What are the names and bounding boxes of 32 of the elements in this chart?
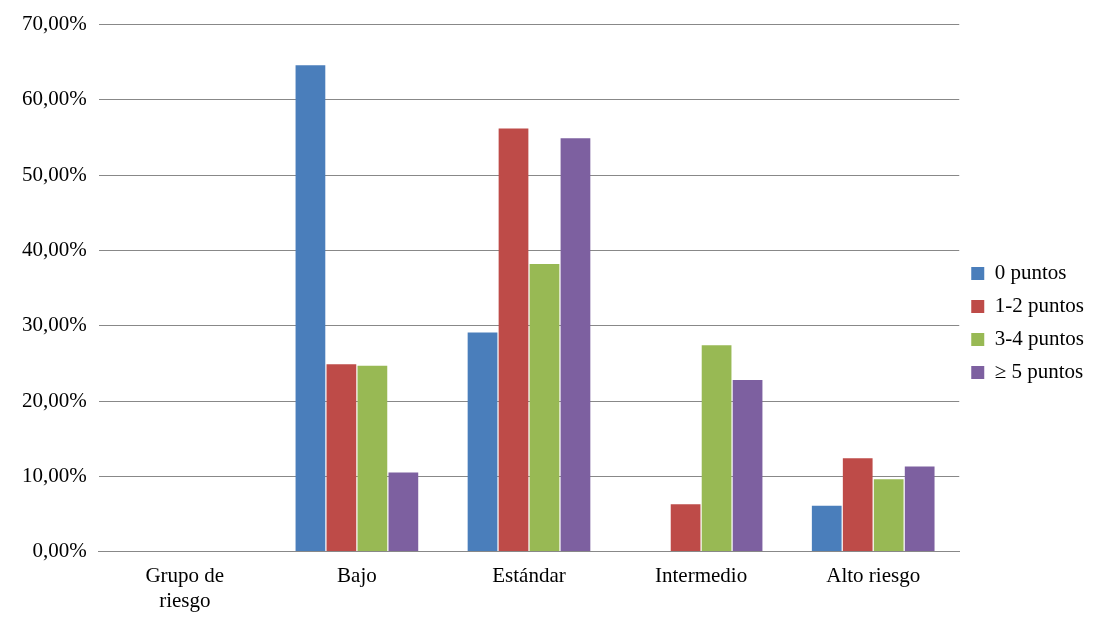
bar (498, 128, 529, 552)
x-tick-label: Bajo (337, 562, 377, 587)
bar (357, 365, 388, 552)
legend-label: 3-4 puntos (994, 326, 1084, 351)
bar (529, 264, 560, 552)
bar (904, 466, 935, 552)
x-tick-label: Alto riesgo (826, 562, 921, 587)
legend-label: ≥ 5 puntos (994, 359, 1084, 384)
y-tick-label: 70,00% (21, 11, 87, 36)
bar (811, 505, 842, 552)
y-tick-label: 40,00% (21, 236, 87, 261)
bar (326, 364, 357, 552)
bar (701, 345, 732, 552)
bar (842, 458, 873, 552)
y-tick-label: 50,00% (21, 161, 87, 186)
legend-label: 1-2 puntos (994, 293, 1084, 318)
bar (560, 138, 591, 552)
bar (670, 504, 701, 552)
bar (467, 332, 498, 552)
bar (873, 479, 904, 552)
x-tick-label: Estándar (492, 562, 566, 587)
bar (388, 472, 419, 552)
legend-label: 0 puntos (994, 260, 1067, 285)
bar (732, 379, 763, 552)
bar (295, 65, 326, 552)
y-tick-label: 60,00% (21, 86, 87, 111)
y-tick-label: 20,00% (21, 387, 87, 412)
x-tick-label: Grupo de riesgo (145, 562, 225, 612)
y-tick-label: 10,00% (21, 462, 87, 487)
x-tick-label: Intermedio (655, 562, 748, 587)
y-tick-label: 0,00% (32, 538, 87, 563)
y-tick-label: 30,00% (21, 312, 87, 337)
